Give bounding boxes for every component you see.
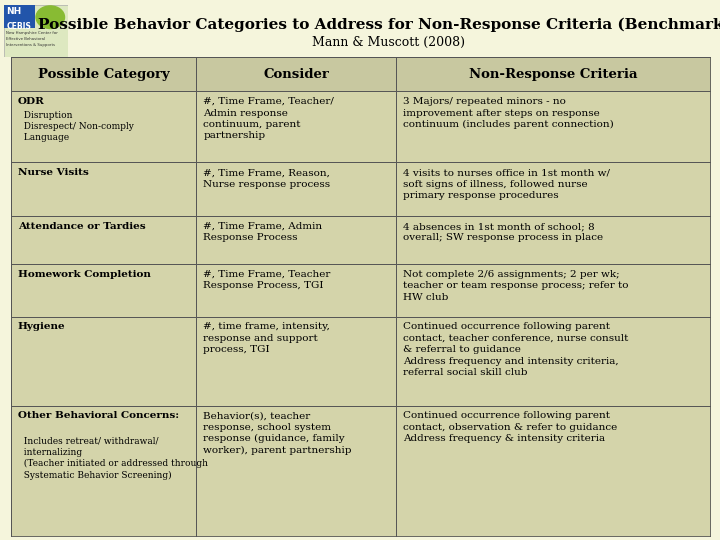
Bar bbox=[11, 316, 197, 406]
Text: Disruption
  Disrespect/ Non-comply
  Language: Disruption Disrespect/ Non-comply Langua… bbox=[18, 111, 134, 143]
Bar bbox=[11, 163, 197, 216]
Bar bbox=[396, 163, 711, 216]
Bar bbox=[197, 91, 396, 163]
Text: Non-Response Criteria: Non-Response Criteria bbox=[469, 68, 638, 80]
Text: Continued occurrence following parent
contact, observation & refer to guidance
A: Continued occurrence following parent co… bbox=[403, 411, 617, 443]
Bar bbox=[197, 216, 396, 264]
Bar bbox=[197, 406, 396, 537]
Text: #, Time Frame, Teacher
Response Process, TGI: #, Time Frame, Teacher Response Process,… bbox=[204, 269, 330, 290]
Text: Nurse Visits: Nurse Visits bbox=[18, 168, 89, 177]
Circle shape bbox=[36, 6, 65, 29]
Text: Hygiene: Hygiene bbox=[18, 322, 66, 332]
Bar bbox=[11, 57, 197, 91]
Text: Includes retreat/ withdrawal/
  internalizing
  (Teacher initiated or addressed : Includes retreat/ withdrawal/ internaliz… bbox=[18, 436, 208, 480]
Text: Behavior(s), teacher
response, school system
response (guidance, family
worker),: Behavior(s), teacher response, school sy… bbox=[204, 411, 352, 455]
Text: ODR: ODR bbox=[18, 97, 45, 106]
Text: #, time frame, intensity,
response and support
process, TGI: #, time frame, intensity, response and s… bbox=[204, 322, 330, 354]
Text: 4 absences in 1st month of school; 8
overall; SW response process in place: 4 absences in 1st month of school; 8 ove… bbox=[403, 222, 603, 242]
Text: 3 Majors/ repeated minors - no
improvement after steps on response
continuum (in: 3 Majors/ repeated minors - no improveme… bbox=[403, 97, 614, 129]
Bar bbox=[197, 163, 396, 216]
Text: Homework Completion: Homework Completion bbox=[18, 269, 150, 279]
Text: #, Time Frame, Reason,
Nurse response process: #, Time Frame, Reason, Nurse response pr… bbox=[204, 168, 330, 188]
Bar bbox=[197, 316, 396, 406]
Bar bbox=[4, 5, 35, 29]
Bar bbox=[11, 216, 197, 264]
Text: Other Behavioral Concerns:: Other Behavioral Concerns: bbox=[18, 411, 179, 420]
Bar bbox=[396, 264, 711, 316]
Bar bbox=[396, 316, 711, 406]
Text: New Hampshire Center for: New Hampshire Center for bbox=[6, 31, 58, 35]
Text: Possible Behavior Categories to Address for Non-Response Criteria (Benchmarks): Possible Behavior Categories to Address … bbox=[38, 17, 720, 32]
Text: Attendance or Tardies: Attendance or Tardies bbox=[18, 222, 145, 231]
Bar bbox=[11, 264, 197, 316]
Bar bbox=[396, 406, 711, 537]
Text: CEBIS: CEBIS bbox=[6, 22, 31, 31]
Text: Mann & Muscott (2008): Mann & Muscott (2008) bbox=[312, 36, 465, 49]
Text: Consider: Consider bbox=[264, 68, 329, 80]
Text: #, Time Frame, Teacher/
Admin response
continuum, parent
partnership: #, Time Frame, Teacher/ Admin response c… bbox=[204, 97, 334, 140]
Bar bbox=[197, 57, 396, 91]
Text: Interventions & Supports: Interventions & Supports bbox=[6, 43, 55, 48]
Text: Continued occurrence following parent
contact, teacher conference, nurse consult: Continued occurrence following parent co… bbox=[403, 322, 629, 377]
Text: NH: NH bbox=[6, 7, 22, 16]
Text: 4 visits to nurses office in 1st month w/
soft signs of illness, followed nurse
: 4 visits to nurses office in 1st month w… bbox=[403, 168, 610, 200]
Text: #, Time Frame, Admin
Response Process: #, Time Frame, Admin Response Process bbox=[204, 222, 323, 242]
Bar bbox=[396, 216, 711, 264]
Bar bbox=[396, 91, 711, 163]
Bar bbox=[11, 406, 197, 537]
Bar bbox=[197, 264, 396, 316]
Text: Effective Behavioral: Effective Behavioral bbox=[6, 37, 45, 41]
Bar bbox=[11, 91, 197, 163]
Text: Possible Category: Possible Category bbox=[37, 68, 169, 80]
Bar bbox=[396, 57, 711, 91]
Text: Not complete 2/6 assignments; 2 per wk;
teacher or team response process; refer : Not complete 2/6 assignments; 2 per wk; … bbox=[403, 269, 629, 301]
